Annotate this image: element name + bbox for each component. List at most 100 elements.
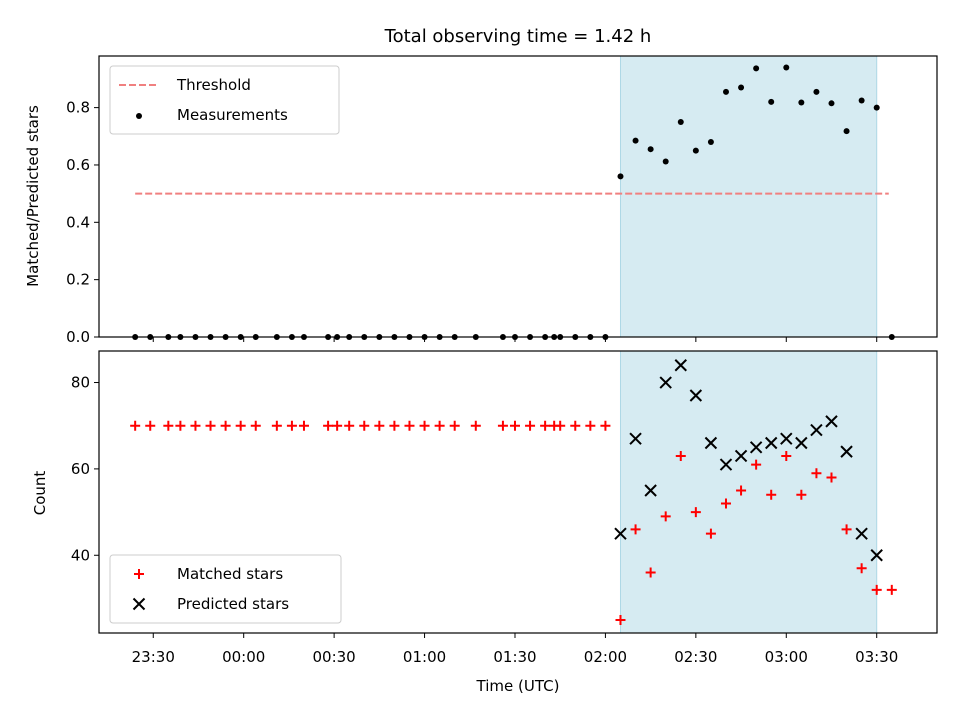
measurements-point [632, 137, 639, 144]
matched-stars-point [220, 420, 231, 431]
bottom-legend: Matched stars Predicted stars [109, 554, 342, 624]
matched-stars-point [175, 420, 186, 431]
matched-stars-point [163, 420, 174, 431]
matched-stars-point [344, 420, 355, 431]
matched-stars-point [509, 420, 520, 431]
matched-stars-point [298, 420, 309, 431]
matched-stars-point [250, 420, 261, 431]
top-y-tick-label: 0.2 [66, 271, 90, 289]
matched-stars-point [796, 489, 807, 500]
chart-title: Total observing time = 1.42 h [384, 26, 652, 47]
top-y-axis-label: Matched/Predicted stars [24, 105, 42, 287]
matched-stars-point [555, 420, 566, 431]
legend-label: Measurements [177, 106, 288, 124]
matched-stars-point [434, 420, 445, 431]
matched-stars-point [286, 420, 297, 431]
matched-stars-point [449, 420, 460, 431]
bottom-x-tick-label: 23:30 [132, 648, 175, 666]
matched-stars-point [570, 420, 581, 431]
bottom-x-tick-label: 01:30 [493, 648, 536, 666]
matched-stars-point [690, 507, 701, 518]
matched-stars-point [271, 420, 282, 431]
matched-stars-point [600, 420, 611, 431]
measurements-point [677, 118, 684, 125]
measurements-point [858, 97, 865, 104]
matched-stars-point [190, 420, 201, 431]
matched-stars-point [781, 450, 792, 461]
bottom-axes-frame [98, 350, 938, 634]
measurements-point [828, 100, 835, 107]
matched-stars-point [871, 584, 882, 595]
measurements-point [843, 128, 850, 135]
bottom-x-tick-label: 01:00 [403, 648, 446, 666]
measurements-point [707, 139, 714, 146]
measurements-point [753, 65, 760, 72]
bottom-x-tick-label: 02:00 [584, 648, 627, 666]
predicted-stars-point [674, 359, 687, 372]
predicted-stars-point [644, 484, 657, 497]
matched-stars-point [585, 420, 596, 431]
legend-swatch [132, 597, 146, 611]
matched-stars-point [374, 420, 385, 431]
matched-stars-point [766, 489, 777, 500]
bottom-y-axis-label: Count [31, 471, 49, 516]
top-y-tick-label: 0.6 [66, 156, 90, 174]
top-observing-span [619, 55, 878, 338]
matched-stars-point [205, 420, 216, 431]
matched-stars-point [359, 420, 370, 431]
legend-label: Threshold [176, 76, 251, 94]
predicted-stars-point [780, 432, 793, 445]
predicted-stars-point [855, 527, 868, 540]
bottom-y-tick-label: 80 [71, 374, 90, 392]
matched-stars-point [404, 420, 415, 431]
bottom-x-tick-label: 03:30 [855, 648, 898, 666]
predicted-stars-point [765, 436, 778, 450]
bottom-observing-span [619, 350, 878, 634]
predicted-stars-point [659, 376, 672, 389]
bottom-panel: 40 60 80 23:30 00:00 00:30 01:00 01:30 02:00 02:3… [71, 350, 938, 666]
measurements-point [722, 88, 729, 95]
measurements-point [873, 104, 880, 111]
measurements-point [768, 98, 775, 105]
matched-stars-point [720, 498, 731, 509]
matched-stars-point [130, 420, 141, 431]
matched-stars-point [332, 420, 343, 431]
top-legend: Threshold Measurements [109, 65, 340, 135]
predicted-stars-point [689, 389, 703, 402]
matched-stars-point [736, 485, 747, 496]
matched-stars-point [323, 420, 334, 431]
predicted-stars-point [704, 436, 718, 450]
matched-stars-point [811, 468, 822, 479]
measurements-point [738, 84, 745, 91]
x-axis-label: Time (UTC) [476, 677, 560, 695]
predicted-stars-point [734, 449, 748, 463]
measurements-point [662, 158, 669, 165]
matched-stars-point [525, 420, 536, 431]
predicted-stars-point [614, 527, 627, 540]
matched-stars-point [645, 567, 656, 578]
matched-stars-point [856, 563, 867, 574]
predicted-stars-point [810, 423, 823, 437]
matched-stars-point [615, 615, 626, 626]
measurements-point [798, 99, 805, 106]
matched-stars-point [235, 420, 246, 431]
matched-stars-point [419, 420, 430, 431]
matched-stars-point [470, 420, 481, 431]
measurements-point [617, 173, 624, 180]
bottom-legend-box [109, 554, 342, 624]
predicted-stars-point [719, 458, 733, 471]
predicted-stars-point [870, 549, 883, 562]
top-axes-frame [98, 55, 938, 338]
bottom-x-tick-label: 00:00 [222, 648, 265, 666]
matched-stars-point [540, 420, 551, 431]
matched-stars-point [660, 511, 671, 522]
matched-stars-point [751, 459, 762, 470]
matched-stars-point [497, 420, 508, 431]
matched-stars-point [841, 524, 852, 535]
bottom-y-tick-label: 60 [71, 460, 90, 478]
top-panel: 0.0 0.2 0.4 0.6 0.8 Threshold Measurements [66, 55, 938, 346]
predicted-stars-point [840, 445, 853, 458]
measurements-point [813, 88, 820, 95]
measurements-point [647, 146, 654, 153]
